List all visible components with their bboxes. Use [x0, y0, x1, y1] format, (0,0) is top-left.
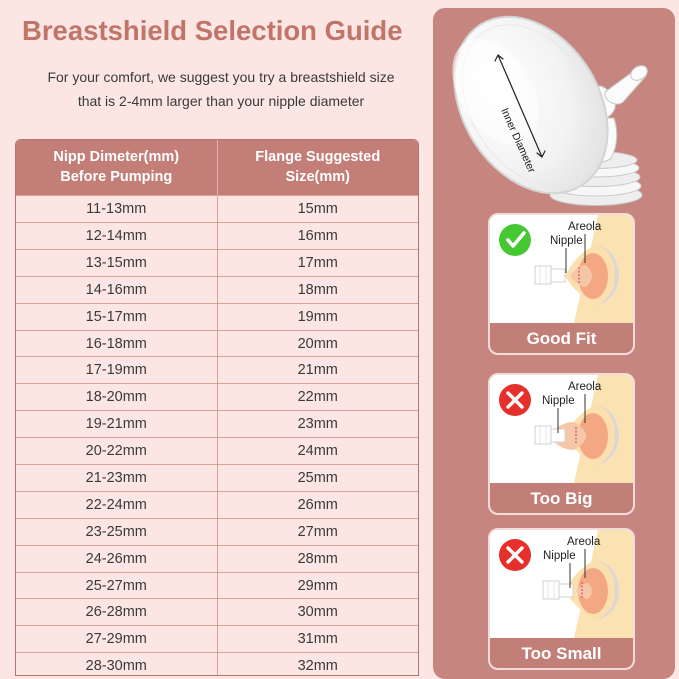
svg-text:Nipple: Nipple [543, 550, 576, 562]
svg-text:Areola: Areola [568, 221, 602, 233]
svg-text:Nipple: Nipple [550, 235, 583, 247]
svg-text:Nipple: Nipple [542, 395, 575, 407]
svg-text:Areola: Areola [568, 381, 602, 393]
svg-text:Areola: Areola [567, 536, 601, 548]
